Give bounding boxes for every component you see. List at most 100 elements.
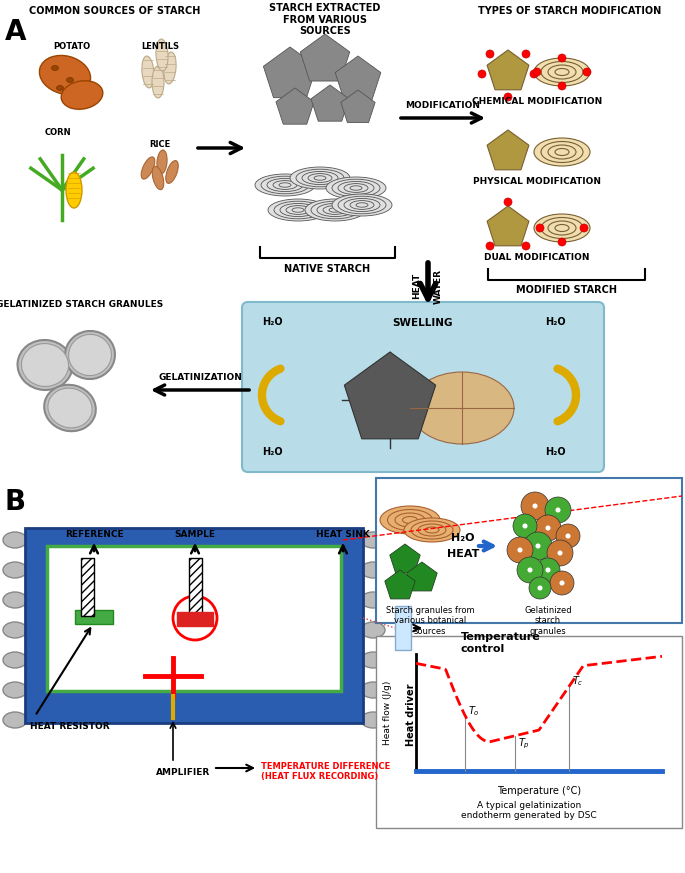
Ellipse shape [388,510,432,531]
Ellipse shape [534,541,543,551]
Bar [47,546,341,691]
Bar [177,612,213,626]
Circle shape [522,523,528,529]
Polygon shape [367,376,413,419]
Ellipse shape [536,584,544,592]
Ellipse shape [273,181,297,189]
Ellipse shape [411,521,453,539]
Ellipse shape [311,201,359,219]
Ellipse shape [516,546,524,554]
Text: CHEMICAL MODIFICATION: CHEMICAL MODIFICATION [472,97,602,106]
Text: SAMPLE: SAMPLE [175,530,216,539]
Ellipse shape [525,497,545,515]
Polygon shape [393,578,408,593]
Text: POTATO: POTATO [53,42,90,51]
Polygon shape [323,97,338,112]
Polygon shape [326,101,334,108]
Circle shape [537,585,543,591]
Ellipse shape [395,513,425,527]
Polygon shape [410,566,434,588]
Polygon shape [394,548,416,570]
Polygon shape [493,211,524,241]
Ellipse shape [404,518,460,542]
Ellipse shape [166,161,178,183]
Text: $T_c$: $T_c$ [572,675,584,688]
Ellipse shape [555,148,569,155]
Ellipse shape [361,622,385,638]
Polygon shape [493,56,524,86]
Ellipse shape [553,505,562,514]
Ellipse shape [3,622,27,638]
Ellipse shape [164,52,176,84]
Ellipse shape [302,171,338,184]
Text: Temperature (°C): Temperature (°C) [497,786,581,796]
Ellipse shape [18,340,73,390]
Ellipse shape [544,524,552,533]
Ellipse shape [29,351,61,379]
Ellipse shape [261,176,309,194]
Ellipse shape [338,196,386,214]
Bar [395,606,411,650]
Ellipse shape [541,141,583,162]
Ellipse shape [40,56,90,94]
Text: HEAT SINK: HEAT SINK [316,530,370,539]
Circle shape [532,503,538,509]
Ellipse shape [76,341,104,368]
Polygon shape [348,97,369,117]
Circle shape [522,50,530,58]
Ellipse shape [3,532,27,548]
Ellipse shape [65,331,115,379]
Polygon shape [315,89,345,118]
Ellipse shape [51,65,58,71]
Polygon shape [503,223,513,232]
Ellipse shape [45,385,96,431]
Ellipse shape [152,66,164,98]
Ellipse shape [37,358,53,372]
Circle shape [536,224,544,232]
Ellipse shape [380,506,440,534]
Ellipse shape [555,224,569,231]
Text: SWELLING: SWELLING [393,318,453,328]
Polygon shape [351,100,365,113]
Ellipse shape [423,381,501,435]
Text: B: B [5,488,26,516]
Polygon shape [382,392,397,407]
Ellipse shape [361,652,385,668]
Circle shape [522,242,530,250]
Circle shape [517,547,523,553]
Ellipse shape [361,592,385,608]
Ellipse shape [545,497,571,523]
Polygon shape [291,104,299,111]
Ellipse shape [517,557,543,583]
Polygon shape [396,582,403,589]
Ellipse shape [361,562,385,578]
Ellipse shape [548,145,576,159]
Ellipse shape [535,515,561,541]
Polygon shape [503,66,513,77]
Text: TYPES OF STARCH MODIFICATION: TYPES OF STARCH MODIFICATION [478,6,662,16]
Ellipse shape [323,206,347,215]
Polygon shape [487,206,529,246]
Ellipse shape [296,169,344,187]
Ellipse shape [344,183,368,192]
Ellipse shape [540,562,556,578]
Circle shape [583,68,591,76]
Text: PHYSICAL MODIFICATION: PHYSICAL MODIFICATION [473,177,601,186]
Ellipse shape [521,492,549,520]
Polygon shape [274,58,306,88]
Ellipse shape [83,348,97,362]
Ellipse shape [3,562,27,578]
Polygon shape [401,556,409,563]
Ellipse shape [361,682,385,698]
Ellipse shape [152,167,164,189]
Text: A: A [5,18,27,46]
Polygon shape [340,61,376,95]
Ellipse shape [521,561,538,579]
Ellipse shape [56,86,64,91]
Ellipse shape [449,399,475,417]
Ellipse shape [547,540,573,566]
Text: Starch granules from
various botanical
sources: Starch granules from various botanical s… [386,606,474,636]
Ellipse shape [549,501,566,519]
Text: REFERENCE: REFERENCE [64,530,123,539]
Ellipse shape [68,334,112,375]
